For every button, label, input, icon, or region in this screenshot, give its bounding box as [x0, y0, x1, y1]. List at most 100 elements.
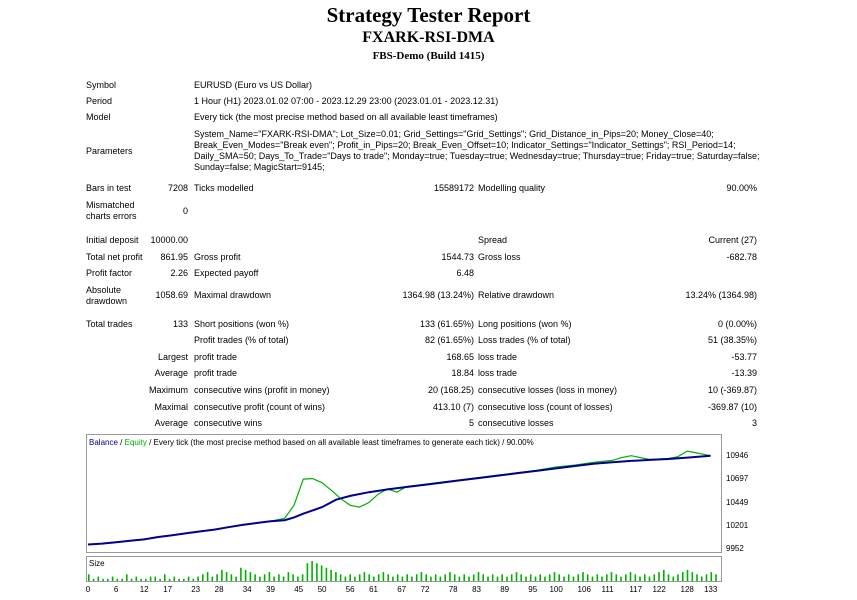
- size-bar: [444, 574, 446, 581]
- size-bar: [387, 574, 389, 581]
- size-bar: [126, 574, 128, 581]
- size-bar: [458, 576, 461, 581]
- size-bar: [606, 574, 608, 581]
- size-bar: [211, 576, 214, 581]
- size-bar: [102, 578, 104, 581]
- x-tick-label: 100: [549, 585, 563, 594]
- balance-chart: [86, 434, 722, 553]
- size-bar: [297, 576, 299, 581]
- mismatch-label-2: charts errors: [86, 211, 137, 221]
- size-bar: [92, 578, 95, 581]
- net-profit-label: Total net profit: [86, 252, 143, 262]
- size-bar: [548, 574, 551, 581]
- size-bar: [629, 572, 632, 581]
- size-bar: [663, 569, 665, 581]
- size-bar: [577, 574, 579, 581]
- avg-consecutive-wins-value: 5: [468, 418, 474, 428]
- short-positions-value: 133 (61.65%): [419, 319, 474, 329]
- size-bar: [601, 576, 603, 581]
- max-consecutive-loss-label: consecutive loss (count of losses): [478, 402, 613, 412]
- size-bar: [406, 574, 408, 581]
- size-bar: [358, 574, 361, 581]
- quality-value: 90.00%: [726, 183, 757, 193]
- size-bar: [515, 572, 518, 581]
- size-bar: [216, 574, 218, 581]
- x-tick-label: 17: [163, 585, 173, 594]
- size-bar: [696, 574, 698, 581]
- parameters-value: System_Name="FXARK-RSI-DMA"; Lot_Size=0.…: [194, 129, 760, 172]
- size-bar: [121, 578, 123, 581]
- size-bar: [392, 576, 394, 581]
- maximal-label: Maximal: [154, 402, 188, 412]
- size-bar: [420, 572, 423, 581]
- size-bar: [373, 576, 375, 581]
- size-bar: [178, 578, 180, 581]
- max-consecutive-losses-value: 10 (-369.87): [707, 385, 757, 395]
- size-bar: [544, 576, 546, 581]
- size-chart: [86, 556, 722, 582]
- report-title: Strategy Tester Report: [326, 3, 531, 27]
- balance-line: [87, 454, 711, 546]
- size-bar: [344, 576, 347, 581]
- size-bar: [596, 574, 599, 581]
- average-profit-label: profit trade: [194, 368, 238, 378]
- quality-label: Modelling quality: [478, 183, 546, 193]
- size-bar: [339, 574, 342, 581]
- size-bar: [644, 574, 646, 581]
- size-bar: [510, 574, 513, 581]
- x-tick-label: 83: [472, 585, 482, 594]
- profit-factor-label: Profit factor: [86, 268, 133, 278]
- size-bar: [249, 572, 252, 581]
- size-bar: [667, 574, 670, 581]
- x-tick-label: 128: [680, 585, 694, 594]
- size-bar: [111, 576, 114, 581]
- short-positions-label: Short positions (won %): [194, 319, 290, 329]
- avg-consecutive-losses-value: 3: [751, 418, 757, 428]
- max-consecutive-profit-label: consecutive profit (count of wins): [194, 402, 326, 412]
- deposit-label: Initial deposit: [86, 235, 139, 245]
- model-value: Every tick (the most precise method base…: [194, 112, 498, 122]
- size-bar: [415, 574, 418, 581]
- parameters-label: Parameters: [86, 146, 133, 156]
- size-bar: [520, 574, 522, 581]
- x-tick-label: 6: [113, 585, 119, 594]
- size-bar: [411, 576, 413, 581]
- size-bar: [648, 576, 651, 581]
- total-trades-label: Total trades: [86, 319, 133, 329]
- size-bar: [306, 563, 309, 581]
- profit-factor-value: 2.26: [170, 268, 188, 278]
- max-drawdown-value: 1364.98 (13.24%): [402, 290, 474, 300]
- size-bar: [529, 574, 532, 581]
- size-bar: [349, 574, 351, 581]
- x-tick-label: 72: [420, 585, 430, 594]
- size-bar: [553, 572, 556, 581]
- x-tick-label: 28: [214, 585, 224, 594]
- rel-drawdown-value: 13.24% (1364.98): [685, 290, 757, 300]
- size-bar: [539, 574, 541, 581]
- largest-loss-value: -53.77: [731, 352, 757, 362]
- size-bar: [116, 578, 119, 581]
- legend-description: / Every tick (the most precise method ba…: [149, 438, 534, 447]
- size-bar: [259, 576, 261, 581]
- size-bar: [130, 578, 133, 581]
- size-bar: [482, 574, 484, 581]
- x-tick-label: 106: [577, 585, 591, 594]
- gross-profit-value: 1544.73: [441, 252, 474, 262]
- symbol-label: Symbol: [86, 80, 117, 90]
- size-bar: [221, 569, 223, 581]
- y-tick-label: 10449: [726, 497, 749, 507]
- size-bar: [168, 578, 171, 581]
- server-name: FBS-Demo (Build 1415): [372, 50, 485, 62]
- largest-profit-value: 168.65: [446, 352, 474, 362]
- x-tick-label: 23: [191, 585, 201, 594]
- x-tick-label: 95: [528, 585, 538, 594]
- size-bar: [496, 576, 499, 581]
- size-bar: [430, 576, 432, 581]
- size-bar: [710, 572, 713, 581]
- size-bar: [173, 576, 176, 581]
- x-tick-label: 133: [703, 585, 718, 594]
- average-loss-label: loss trade: [478, 368, 518, 378]
- max-consecutive-wins-value: 20 (168.25): [427, 385, 474, 395]
- gross-loss-label: Gross loss: [478, 252, 521, 262]
- x-tick-label: 61: [369, 585, 379, 594]
